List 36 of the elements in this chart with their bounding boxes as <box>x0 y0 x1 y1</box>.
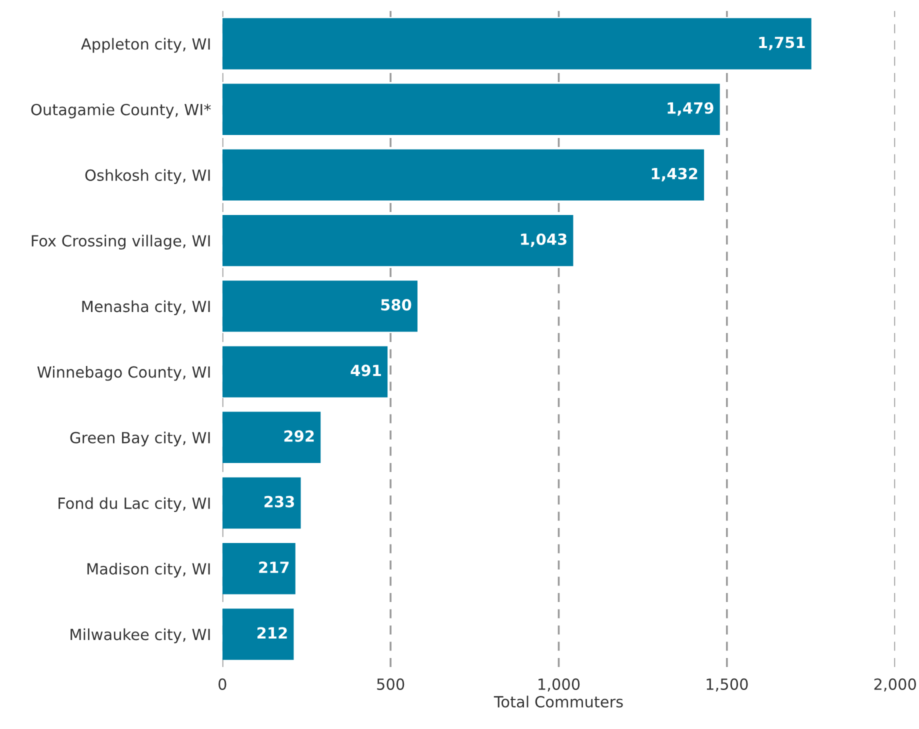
data-label: 292 <box>284 430 314 442</box>
y-tick-label: Outagamie County, WI* <box>31 104 211 118</box>
bar <box>222 84 720 135</box>
bar <box>222 214 574 266</box>
y-tick-label: Fox Crossing village, WI <box>32 234 210 250</box>
data-label: 217 <box>259 561 289 573</box>
bar <box>222 280 418 332</box>
y-tick-label: Fond du Lac city, WI <box>58 497 210 512</box>
bar <box>222 18 812 70</box>
data-label: 1,479 <box>668 102 714 116</box>
y-tick-label: Menasha city, WI <box>82 300 210 316</box>
data-label: 212 <box>257 627 287 638</box>
bar <box>222 412 321 463</box>
data-label: 580 <box>381 299 412 311</box>
data-label: 1,432 <box>652 168 698 182</box>
x-tick-label: 0 <box>218 678 226 690</box>
y-tick-label: Oshkosh city, WI <box>85 169 210 184</box>
y-tick-label: Winnebago County, WI <box>37 366 210 381</box>
bar <box>222 346 388 398</box>
y-tick-label: Milwaukee city, WI <box>70 628 210 644</box>
y-tick-label: Green Bay city, WI <box>70 432 210 446</box>
bar <box>222 543 296 594</box>
bar <box>222 608 294 660</box>
x-tick-label: 2,000 <box>874 678 916 692</box>
bar <box>222 477 301 529</box>
x-tick-label: 500 <box>377 678 404 690</box>
data-label: 1,043 <box>521 233 566 247</box>
x-tick-label: 1,000 <box>538 678 580 692</box>
data-label: 491 <box>350 364 381 376</box>
data-label: 1,751 <box>759 36 805 50</box>
y-tick-label: Madison city, WI <box>87 562 210 578</box>
x-tick-label: 1,500 <box>706 678 748 692</box>
data-label: 233 <box>264 496 294 508</box>
y-tick-label: Appleton city, WI <box>81 38 210 53</box>
x-axis-title: Total Commuters <box>494 696 623 708</box>
bar <box>222 149 704 201</box>
